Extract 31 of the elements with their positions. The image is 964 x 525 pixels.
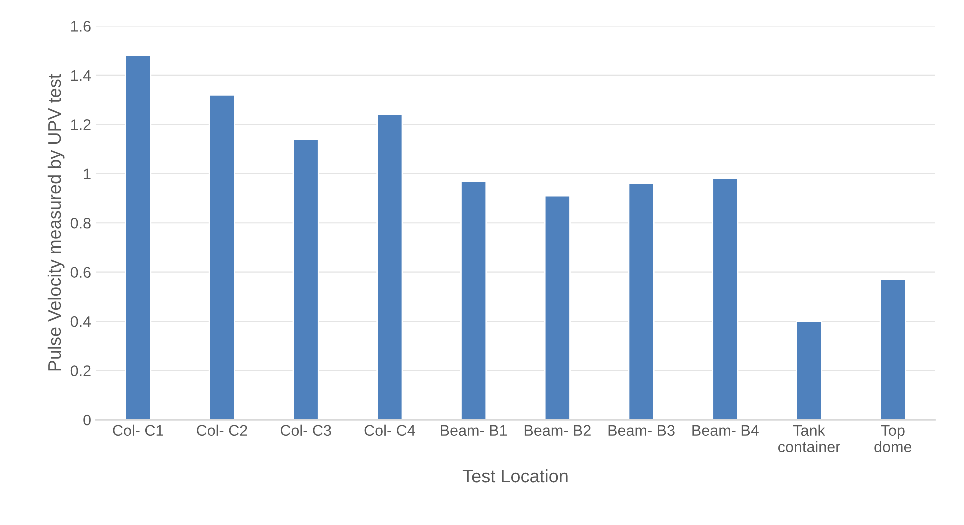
y-tick-label: 1 — [84, 168, 91, 180]
bar — [208, 94, 236, 420]
y-tick-label: 0.8 — [70, 218, 91, 229]
x-tick-label: Col- C2 — [197, 424, 248, 436]
bar — [712, 178, 739, 420]
y-tick-label: 0.2 — [70, 366, 91, 376]
x-tick-label: Top dome — [874, 425, 912, 453]
x-tick-label: Beam- B3 — [608, 425, 675, 436]
y-tick-label: 1.2 — [71, 120, 91, 130]
x-tick-label: Col- C3 — [280, 424, 332, 436]
bar — [460, 180, 488, 420]
x-axis-title: Test Location — [462, 469, 568, 483]
bar — [292, 138, 320, 420]
x-tick-label: Beam- B1 — [441, 425, 508, 436]
bar — [796, 320, 823, 420]
x-tick-label: Beam- B4 — [692, 425, 759, 436]
bar — [544, 195, 571, 420]
y-tick-label: 0.4 — [70, 316, 92, 328]
bar — [628, 183, 655, 420]
y-tick-label: 0.6 — [70, 267, 91, 278]
y-axis-title: Pulse Velocity measured by UPV test — [48, 74, 65, 371]
x-tick-label: Beam- B2 — [524, 425, 591, 436]
bar — [125, 55, 152, 420]
bar — [880, 279, 906, 420]
x-tick-label: Col- C1 — [113, 424, 164, 436]
bar — [376, 114, 404, 420]
y-tick-label: 1.4 — [71, 70, 92, 82]
x-tick-label: Col- C4 — [364, 424, 416, 436]
y-tick-label: 0 — [84, 414, 91, 426]
y-tick-label: 1.6 — [71, 21, 91, 32]
x-tick-label: Tank container — [778, 424, 840, 453]
